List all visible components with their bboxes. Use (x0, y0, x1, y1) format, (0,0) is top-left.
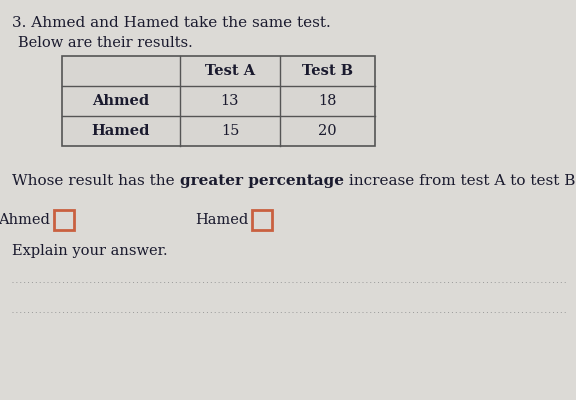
Text: greater percentage: greater percentage (180, 174, 343, 188)
Bar (62, 56, 375, 146)
Text: 20: 20 (318, 124, 337, 138)
Text: Test A: Test A (205, 64, 255, 78)
Text: Explain your answer.: Explain your answer. (12, 244, 168, 258)
Bar (252, 210, 272, 230)
Text: 13: 13 (221, 94, 239, 108)
Text: Test B: Test B (302, 64, 353, 78)
Text: Hamed: Hamed (92, 124, 150, 138)
Text: Hamed: Hamed (195, 213, 248, 227)
Text: 3. Ahmed and Hamed take the same test.: 3. Ahmed and Hamed take the same test. (12, 16, 331, 30)
Text: 15: 15 (221, 124, 239, 138)
Text: Ahmed: Ahmed (92, 94, 150, 108)
Bar (54, 210, 74, 230)
Text: Below are their results.: Below are their results. (18, 36, 193, 50)
Text: increase from test A to test B?: increase from test A to test B? (343, 174, 576, 188)
Text: Whose result has the: Whose result has the (12, 174, 180, 188)
Text: 18: 18 (319, 94, 337, 108)
Text: Ahmed: Ahmed (0, 213, 50, 227)
